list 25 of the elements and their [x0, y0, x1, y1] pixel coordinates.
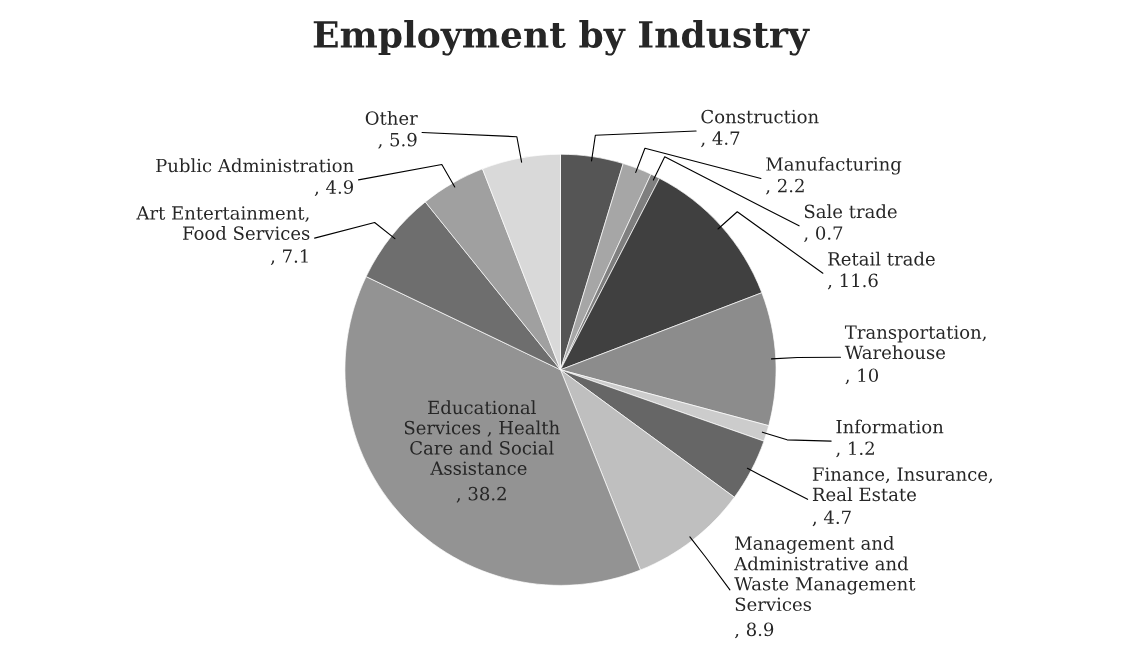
slice-label: Construction — [701, 109, 819, 124]
data-label: , 8.9 — [734, 622, 774, 639]
slice-label: Art Entertainment, Food Services — [136, 206, 310, 240]
slice-label: Management and Administrative and Waste Management Services — [734, 535, 916, 612]
slice-label: Educational Services , Health Care and Social Assistance — [404, 400, 560, 475]
slice-label: Public Administration — [156, 158, 354, 173]
data-label: , 11.6 — [827, 273, 878, 290]
data-label: , 4.7 — [812, 510, 851, 527]
slice-label: Information — [836, 419, 944, 434]
data-label: , 1.2 — [836, 441, 874, 458]
slice-label: Transportation, Warehouse — [844, 325, 986, 360]
data-label: , 10 — [845, 368, 879, 385]
data-label: , 38.2 — [456, 486, 506, 503]
slice-label: Sale trade — [804, 204, 897, 219]
data-label: , 5.9 — [378, 132, 417, 149]
slice-label: Other — [365, 110, 418, 125]
data-label: , 4.9 — [314, 180, 353, 197]
data-label: , 7.1 — [270, 249, 308, 266]
data-label: , 4.7 — [701, 131, 740, 148]
slice-label: Manufacturing — [766, 156, 902, 175]
chart-title: Employment by Industry — [313, 20, 810, 56]
slice-label: Retail trade — [828, 251, 935, 266]
slice-label: Finance, Insurance, Real Estate — [812, 467, 992, 502]
data-label: , 0.7 — [804, 226, 843, 243]
data-label: , 2.2 — [765, 178, 804, 195]
